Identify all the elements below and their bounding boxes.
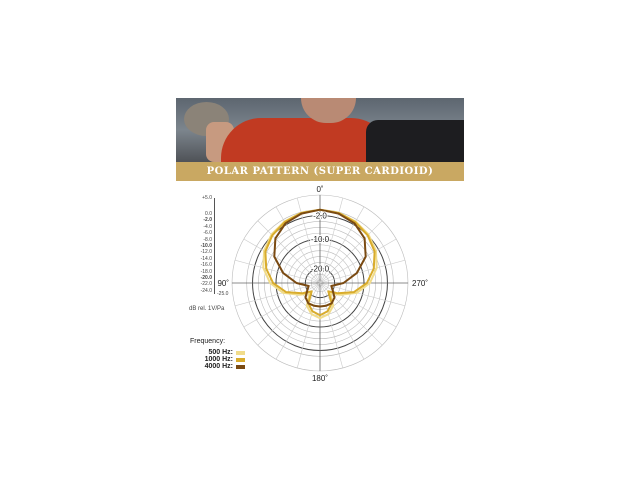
ring-label: -2.0 xyxy=(313,212,327,221)
ring-label: -10.0 xyxy=(311,235,330,244)
grid-spoke xyxy=(296,282,321,369)
red-jacket xyxy=(221,118,391,162)
scale-tick: -2.0 xyxy=(203,217,212,224)
legend-title: Frequency: xyxy=(190,338,226,345)
angle-label-270: 270˚ xyxy=(412,279,428,288)
grid-spoke xyxy=(257,220,321,284)
angle-label-180: 180˚ xyxy=(312,374,328,383)
camera xyxy=(366,120,464,162)
scale-unit: dB rel. 1V/Pa xyxy=(189,306,225,312)
series-4000hz xyxy=(273,208,367,308)
scale-tick: +5.0 xyxy=(202,195,212,201)
scale-tick: -20.0 xyxy=(200,275,212,281)
scale-tick: -12.0 xyxy=(200,249,212,256)
scale-tick: -10.0 xyxy=(200,243,212,249)
scale-tick: -18.0 xyxy=(200,268,212,275)
legend-label: 1000 Hz: xyxy=(204,356,233,363)
angle-label-90: 90˚ xyxy=(217,279,229,288)
scale-tick: -16.0 xyxy=(200,262,212,269)
series-500hz xyxy=(262,208,378,320)
grid-spoke xyxy=(319,282,406,307)
grid-spoke xyxy=(319,282,344,369)
grid-spoke xyxy=(319,238,397,284)
angle-label-0: 0˚ xyxy=(316,185,323,194)
scale-tick: -22.0 xyxy=(200,281,212,288)
legend-item: 500 Hz: xyxy=(190,349,245,356)
grid-spoke xyxy=(234,259,321,284)
legend-label: 500 Hz: xyxy=(208,349,233,356)
scale-tick: -24.0 xyxy=(200,287,212,294)
grid-spoke xyxy=(319,282,365,360)
legend-swatch xyxy=(236,364,245,369)
legend-item: 1000 Hz: xyxy=(190,356,245,363)
grid-spoke xyxy=(275,282,321,360)
scale-tick: -6.0 xyxy=(203,230,212,237)
grid-spoke xyxy=(319,259,406,284)
scale-tick: -14.0 xyxy=(200,255,212,262)
scale-tick: 0.0 xyxy=(205,211,212,217)
legend-swatch xyxy=(236,357,245,362)
title-band: POLAR PATTERN (SUPER CARDIOID) xyxy=(176,162,464,181)
chart-title: POLAR PATTERN (SUPER CARDIOID) xyxy=(206,166,434,177)
grid-spoke xyxy=(319,206,365,284)
grid-spoke xyxy=(275,206,321,284)
banner-photo xyxy=(176,98,464,162)
legend: Frequency: 500 Hz: 1000 Hz: 4000 Hz: xyxy=(190,338,245,370)
legend-swatch xyxy=(236,350,245,355)
scale-axis xyxy=(214,198,215,294)
scale-tick: -8.0 xyxy=(203,236,212,243)
legend-label: 4000 Hz: xyxy=(204,363,233,370)
scale-tick: -4.0 xyxy=(203,223,212,230)
legend-rows: 500 Hz: 1000 Hz: 4000 Hz: xyxy=(190,349,245,370)
ring-label: -20.0 xyxy=(311,264,330,273)
grid-spoke xyxy=(234,282,321,307)
grid-spoke xyxy=(243,238,321,284)
grid-spoke xyxy=(319,220,383,284)
legend-item: 4000 Hz: xyxy=(190,363,245,370)
series-1000hz xyxy=(264,208,376,317)
db-scale: +5.0 0.0 -2.0 -4.0 -6.0 -8.0 -10.0 -12.0 -14.0 -1… xyxy=(200,195,229,297)
